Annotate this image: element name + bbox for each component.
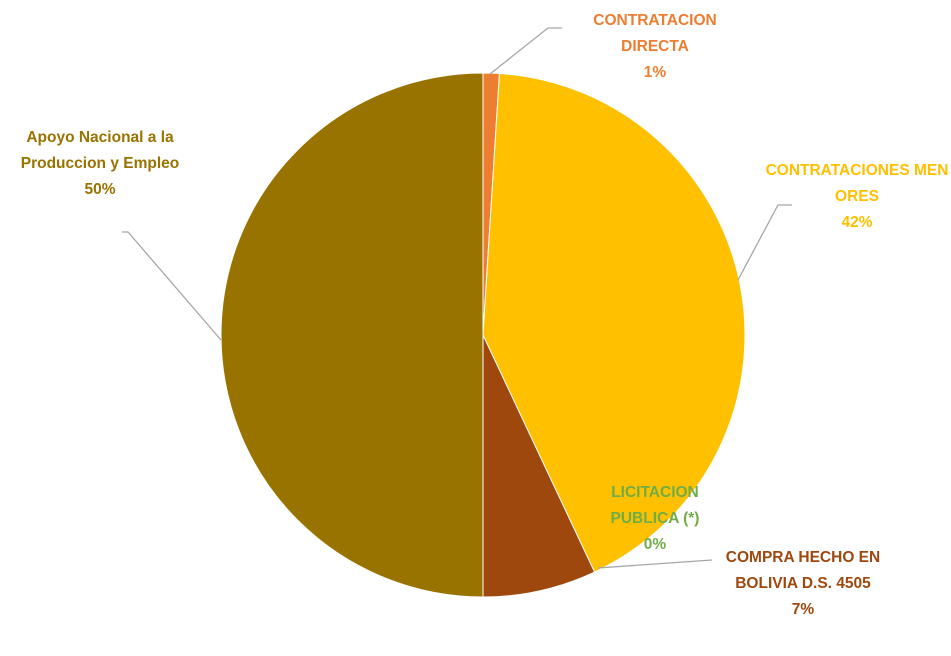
pie-slice	[482, 334, 596, 598]
category-label: Apoyo Nacional a la Produccion y Empleo	[20, 129, 180, 172]
pie-slice	[482, 72, 746, 573]
data-label: CONTRATACIONES MENORES 42%	[762, 158, 951, 236]
percent-label: 42%	[841, 214, 873, 231]
percent-label: 7%	[791, 601, 815, 618]
percent-label: 50%	[84, 181, 116, 198]
leader-line	[489, 27, 562, 75]
leader-line	[122, 231, 222, 341]
leader-line	[597, 559, 713, 569]
data-label: CONTRATACION DIRECTA 1%	[560, 8, 750, 86]
category-label: CONTRATACION DIRECTA	[593, 12, 717, 55]
data-label: COMPRA HECHO EN BOLIVIA D.S. 4505 7%	[708, 545, 898, 623]
data-label: Apoyo Nacional a la Produccion y Empleo 5…	[0, 125, 200, 203]
data-label: LICITACION PUBLICA (*) 0%	[585, 480, 725, 558]
category-label: CONTRATACIONES MENORES	[765, 162, 949, 205]
percent-label: 0%	[643, 536, 667, 553]
pie-slice	[220, 72, 484, 598]
category-label: LICITACION PUBLICA (*)	[610, 484, 700, 527]
category-label: COMPRA HECHO EN BOLIVIA D.S. 4505	[725, 549, 881, 592]
percent-label: 1%	[643, 64, 667, 81]
leader-line	[737, 204, 792, 281]
